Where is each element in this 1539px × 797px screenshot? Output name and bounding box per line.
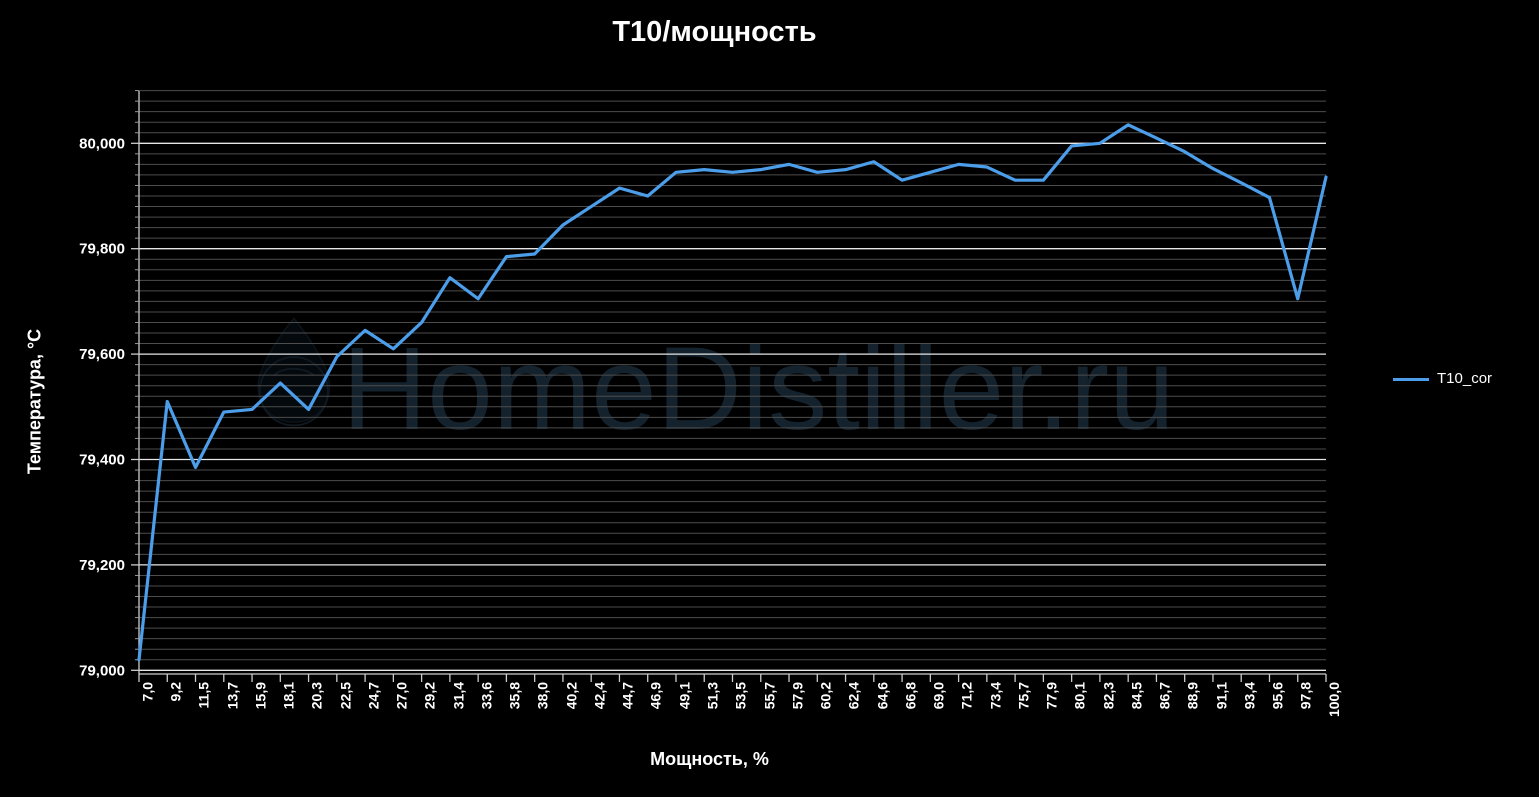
svg-text:79,600: 79,600: [79, 346, 125, 363]
svg-text:79,400: 79,400: [79, 452, 125, 469]
svg-text:79,200: 79,200: [79, 557, 125, 574]
svg-text:79,800: 79,800: [79, 241, 125, 258]
svg-text:80,000: 80,000: [79, 135, 125, 152]
svg-text:79,000: 79,000: [79, 662, 125, 679]
